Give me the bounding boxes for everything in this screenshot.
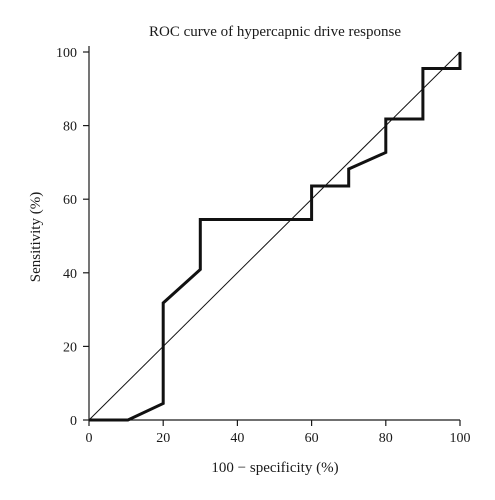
roc-curve-line (89, 52, 462, 422)
axes: 0 20 40 60 80 100 0 20 40 60 80 100 (56, 46, 471, 446)
y-tick-label: 80 (63, 120, 77, 135)
y-tick-label: 40 (63, 267, 77, 282)
y-axis-label: Sensitivity (%) (28, 192, 44, 282)
reference-diagonal-line (88, 51, 461, 421)
x-tick-label: 80 (379, 431, 393, 446)
x-tick-label: 20 (156, 431, 170, 446)
x-axis-label: 100 − specificity (%) (211, 460, 338, 476)
chart-title: ROC curve of hypercapnic drive response (149, 24, 401, 40)
y-tick-label: 20 (63, 340, 77, 355)
x-tick-label: 0 (86, 431, 93, 446)
x-tick-label: 60 (305, 431, 319, 446)
x-tick-label: 100 (450, 431, 471, 446)
y-tick-label: 100 (56, 46, 77, 61)
plot-area (88, 51, 462, 422)
y-tick-label: 60 (63, 193, 77, 208)
x-tick-label: 40 (230, 431, 244, 446)
y-tick-label: 0 (70, 414, 77, 429)
